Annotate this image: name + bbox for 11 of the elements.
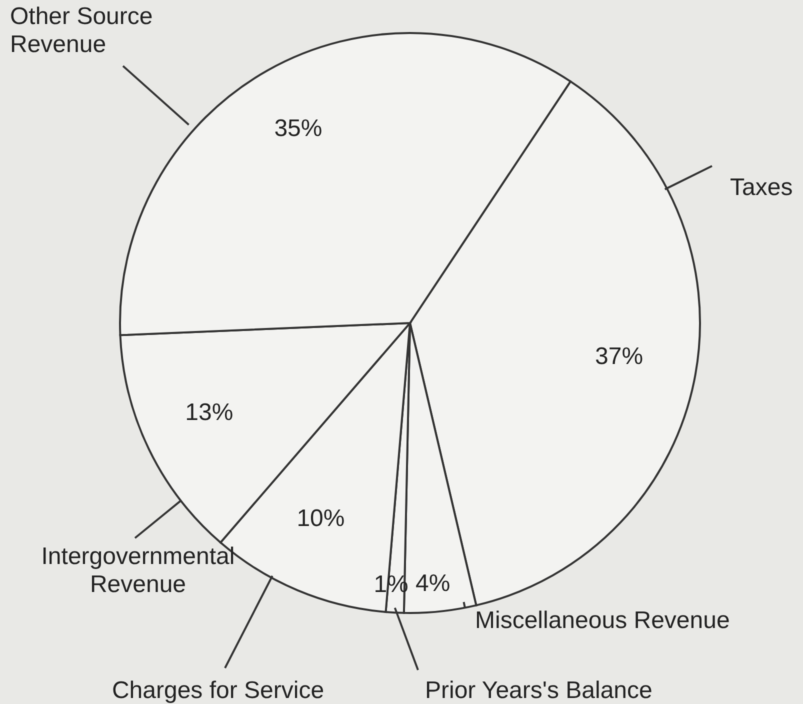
slice-label: Miscellaneous Revenue xyxy=(475,606,730,634)
data-label: 10% xyxy=(296,505,345,532)
slice-label: Taxes xyxy=(730,174,793,200)
data-label: 4% xyxy=(416,570,450,597)
slice-label: Other Source Revenue xyxy=(10,2,153,58)
slice-label: Prior Years's Balance xyxy=(425,676,652,704)
data-label: 35% xyxy=(274,115,322,142)
slice-label: Charges for Service xyxy=(112,676,324,704)
data-label: 37% xyxy=(595,343,644,370)
data-label: 13% xyxy=(185,399,234,426)
slice-label: Intergovernmental Revenue xyxy=(41,542,235,598)
